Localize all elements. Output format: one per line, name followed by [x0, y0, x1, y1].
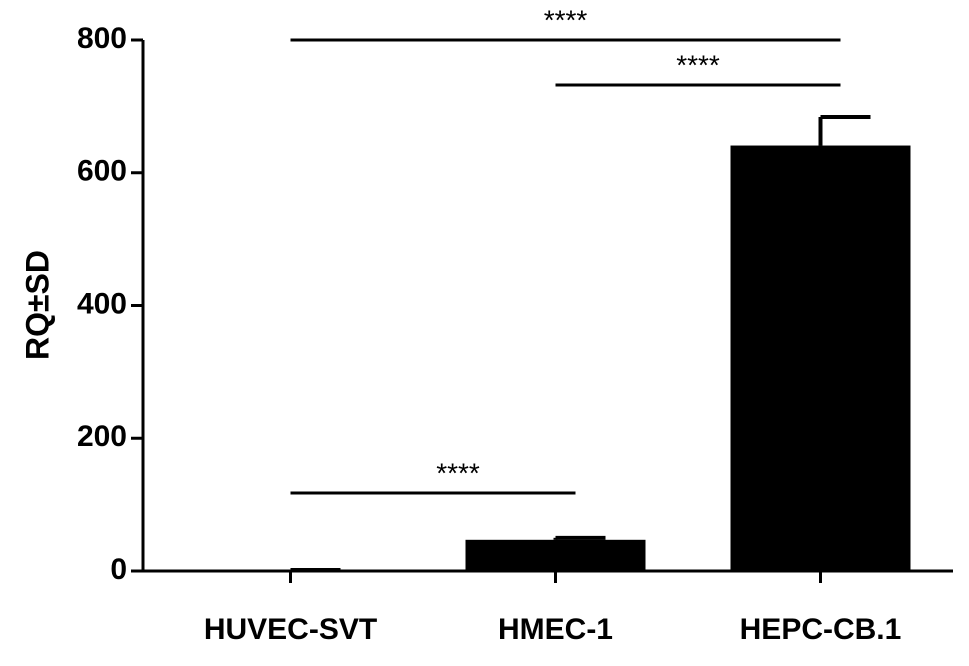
- significance-label: ****: [436, 457, 480, 488]
- y-tick-label: 800: [77, 22, 127, 55]
- x-tick-label: HMEC-1: [498, 613, 613, 646]
- y-tick-label: 200: [77, 420, 127, 453]
- y-tick-label: 600: [77, 155, 127, 188]
- bar: [465, 539, 646, 571]
- significance-label: ****: [544, 4, 588, 35]
- y-tick-label: 0: [110, 553, 127, 586]
- significance-label: ****: [676, 49, 720, 80]
- x-tick-label: HUVEC-SVT: [204, 613, 377, 646]
- x-tick-label: HEPC-CB.1: [740, 613, 902, 646]
- y-axis-label: RQ±SD: [19, 250, 55, 360]
- y-tick-label: 400: [77, 287, 127, 320]
- bar: [730, 145, 911, 571]
- bar: [200, 570, 381, 573]
